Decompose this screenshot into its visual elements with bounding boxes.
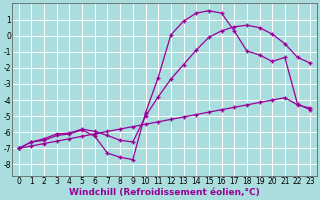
X-axis label: Windchill (Refroidissement éolien,°C): Windchill (Refroidissement éolien,°C) (69, 188, 260, 197)
